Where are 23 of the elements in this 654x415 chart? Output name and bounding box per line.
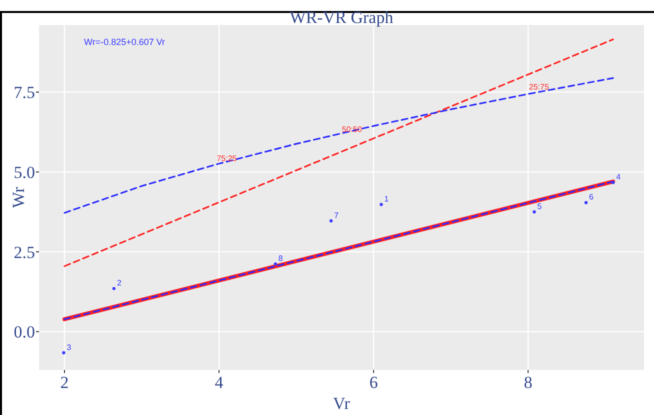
annotation: 50:50 — [342, 124, 362, 134]
x-axis-title: Vr — [333, 394, 350, 413]
series-label: 3 — [66, 342, 72, 352]
y-axis-title: Wr — [9, 186, 28, 208]
y-tick-label: 2.5 — [14, 242, 35, 262]
series-label: 4 — [616, 172, 622, 182]
series-label: 7 — [334, 210, 340, 220]
y-tick-label: 7.5 — [14, 83, 35, 102]
series-label: 6 — [589, 192, 594, 202]
chart-title: WR-VR Graph — [290, 8, 394, 27]
annotation: Wr=-0.825+0.607 Vr — [84, 37, 166, 47]
x-tick-label: 2 — [60, 373, 69, 392]
series-label: 1 — [384, 194, 390, 204]
x-tick-label: 4 — [214, 373, 224, 392]
y-tick-label: 0.0 — [14, 322, 35, 342]
series-label: 2 — [116, 278, 122, 288]
x-tick-label: 6 — [369, 373, 378, 392]
y-tick-label: 5.0 — [14, 162, 35, 182]
series-label: 5 — [537, 202, 542, 211]
series-label: 8 — [278, 254, 284, 263]
annotation: 75:25 — [216, 154, 238, 164]
annotation: 25:75 — [528, 82, 550, 92]
x-tick-label: 8 — [524, 373, 532, 392]
